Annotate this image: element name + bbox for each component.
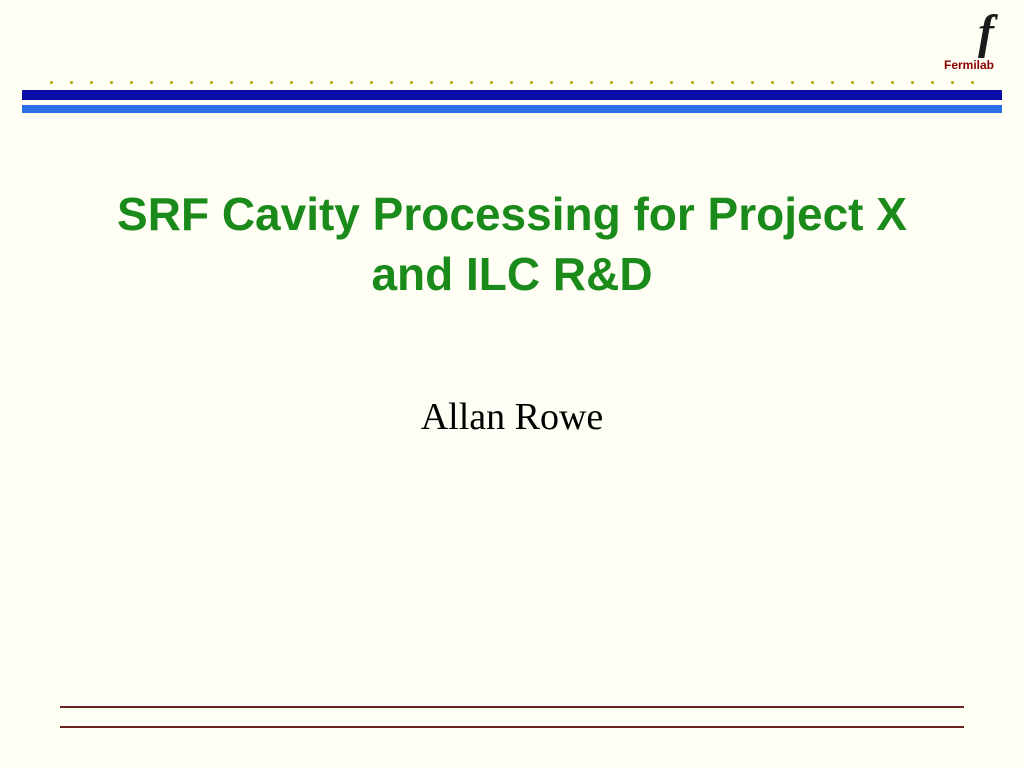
decorative-dot [250,81,253,84]
decorative-dot [610,81,613,84]
decorative-dot [550,81,553,84]
decorative-dot [350,81,353,84]
decorative-dot [510,81,513,84]
decorative-dot [751,81,754,84]
decorative-dot [951,81,954,84]
decorative-dot [871,81,874,84]
slide-author: Allan Rowe [0,395,1024,439]
decorative-dot [731,81,734,84]
decorative-dot [530,81,533,84]
decorative-dot [310,81,313,84]
fermilab-label: Fermilab [944,58,994,72]
footer-line-2 [60,726,964,728]
decorative-dot [330,81,333,84]
footer-line-1 [60,706,964,708]
decorative-dot [931,81,934,84]
decorative-dot [490,81,493,84]
decorative-dot [851,81,854,84]
decorative-dot [270,81,273,84]
decorative-dot [410,81,413,84]
header-bar-light [22,105,1002,113]
decorative-dot [190,81,193,84]
decorative-dot [470,81,473,84]
decorative-dot [570,81,573,84]
header-bar-dark [22,90,1002,100]
decorative-dots-row [50,78,974,86]
decorative-dot [670,81,673,84]
fermilab-logo-letter: f [978,5,994,60]
decorative-dot [430,81,433,84]
decorative-dot [630,81,633,84]
decorative-dot [590,81,593,84]
decorative-dot [230,81,233,84]
decorative-dot [50,81,53,84]
decorative-dot [290,81,293,84]
decorative-dot [70,81,73,84]
decorative-dot [771,81,774,84]
decorative-dot [90,81,93,84]
decorative-dot [691,81,694,84]
decorative-dot [450,81,453,84]
decorative-dot [370,81,373,84]
decorative-dot [891,81,894,84]
decorative-dot [150,81,153,84]
decorative-dot [831,81,834,84]
decorative-dot [650,81,653,84]
decorative-dot [811,81,814,84]
decorative-dot [390,81,393,84]
decorative-dot [110,81,113,84]
decorative-dot [711,81,714,84]
slide-title: SRF Cavity Processing for Project X and … [0,185,1024,305]
decorative-dot [210,81,213,84]
decorative-dot [130,81,133,84]
decorative-dot [170,81,173,84]
decorative-dot [971,81,974,84]
decorative-dot [791,81,794,84]
decorative-dot [911,81,914,84]
